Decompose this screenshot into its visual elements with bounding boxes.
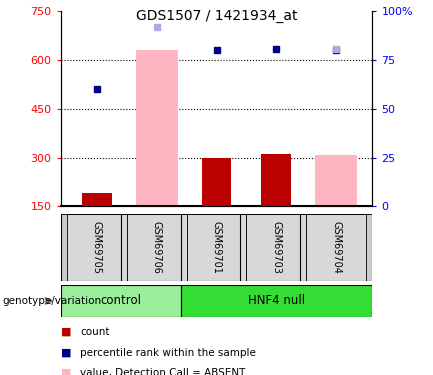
Text: value, Detection Call = ABSENT: value, Detection Call = ABSENT (80, 368, 246, 375)
Text: GSM69704: GSM69704 (331, 221, 341, 274)
Text: control: control (100, 294, 141, 307)
Bar (307, 214, 366, 281)
Text: percentile rank within the sample: percentile rank within the sample (80, 348, 256, 357)
Bar (315, 155, 357, 206)
Bar (81, 193, 112, 206)
Bar (136, 50, 178, 206)
Text: GSM69705: GSM69705 (92, 221, 102, 274)
Text: count: count (80, 327, 110, 337)
Text: ■: ■ (61, 327, 71, 337)
Text: GSM69706: GSM69706 (152, 221, 162, 274)
Text: genotype/variation: genotype/variation (2, 296, 101, 306)
Bar (201, 158, 232, 206)
Text: ■: ■ (61, 348, 71, 357)
Text: HNF4 null: HNF4 null (248, 294, 305, 307)
Bar (126, 214, 187, 281)
Bar (262, 154, 291, 206)
Bar (187, 214, 246, 281)
Bar (246, 214, 307, 281)
Bar (181, 285, 372, 317)
Text: ■: ■ (61, 368, 71, 375)
Bar (61, 285, 181, 317)
Text: GSM69703: GSM69703 (271, 221, 281, 274)
Bar (67, 214, 126, 281)
Text: GSM69701: GSM69701 (211, 221, 222, 274)
Text: GDS1507 / 1421934_at: GDS1507 / 1421934_at (136, 9, 297, 23)
